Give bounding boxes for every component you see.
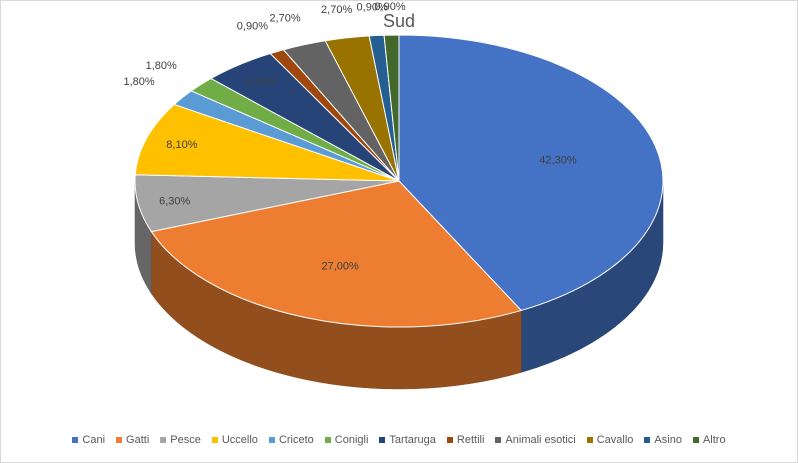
legend-swatch — [379, 437, 386, 443]
legend-item-gatti: Gatti — [116, 434, 149, 446]
pie-slice-cani — [398, 34, 664, 311]
data-label-animali-esotici: 2,70% — [269, 13, 300, 25]
legend-swatch — [495, 437, 502, 443]
data-label-rettili: 0,90% — [237, 21, 268, 33]
chart-legend: Cani Gatti Pesce Uccello Criceto Conigli Tarta… — [1, 434, 797, 446]
data-label-conigli: 1,80% — [146, 60, 177, 72]
legend-label: Uccello — [221, 434, 258, 446]
legend-label: Gatti — [126, 434, 150, 446]
legend-label: Altro — [702, 434, 726, 446]
legend-label: Rettili — [456, 434, 485, 446]
legend-swatch — [644, 437, 651, 443]
pie-slice-altro — [383, 34, 400, 182]
legend-swatch — [72, 437, 79, 443]
legend-swatch — [586, 437, 593, 443]
data-label-altro: 0,90% — [374, 1, 405, 13]
data-label-asino: 0,90% — [357, 1, 388, 13]
data-label-cani: 42,30% — [539, 154, 577, 166]
legend-item-rettili: Rettili — [446, 434, 485, 446]
chart-title: Sud — [382, 11, 416, 31]
legend-swatch — [211, 437, 218, 443]
legend-label: Pesce — [170, 434, 201, 446]
data-label-tartaruga: 4,50% — [246, 76, 277, 88]
legend-swatch — [116, 437, 123, 443]
data-label-uccello: 8,10% — [166, 139, 197, 151]
legend-swatch — [268, 437, 275, 443]
legend-item-altro: Altro — [692, 434, 726, 446]
legend-item-criceto: Criceto — [268, 434, 314, 446]
legend-item-cavallo: Cavallo — [586, 434, 634, 446]
legend-swatch — [692, 437, 699, 443]
legend-label: Criceto — [278, 434, 314, 446]
legend-label: Cavallo — [596, 434, 634, 446]
legend-item-animali-esotici: Animali esotici — [495, 434, 576, 446]
data-label-gatti: 27,00% — [321, 260, 359, 272]
data-label-pesce: 6,30% — [159, 195, 190, 207]
data-label-criceto: 1,80% — [123, 76, 154, 88]
legend-swatch — [160, 437, 167, 443]
data-label-cavallo: 2,70% — [321, 4, 352, 16]
legend-label: Tartaruga — [389, 434, 436, 446]
legend-item-asino: Asino — [644, 434, 682, 446]
legend-swatch — [324, 437, 331, 443]
pie-slice-uccello — [134, 103, 400, 182]
legend-label: Conigli — [334, 434, 369, 446]
pie-slice-gatti — [150, 180, 523, 328]
legend-item-pesce: Pesce — [160, 434, 201, 446]
legend-label: Asino — [654, 434, 682, 446]
legend-item-conigli: Conigli — [324, 434, 369, 446]
legend-item-uccello: Uccello — [211, 434, 258, 446]
legend-item-cani: Cani — [72, 434, 105, 446]
legend-swatch — [446, 437, 453, 443]
legend-label: Animali esotici — [505, 434, 576, 446]
legend-item-tartaruga: Tartaruga — [379, 434, 436, 446]
legend-label: Cani — [82, 434, 106, 446]
